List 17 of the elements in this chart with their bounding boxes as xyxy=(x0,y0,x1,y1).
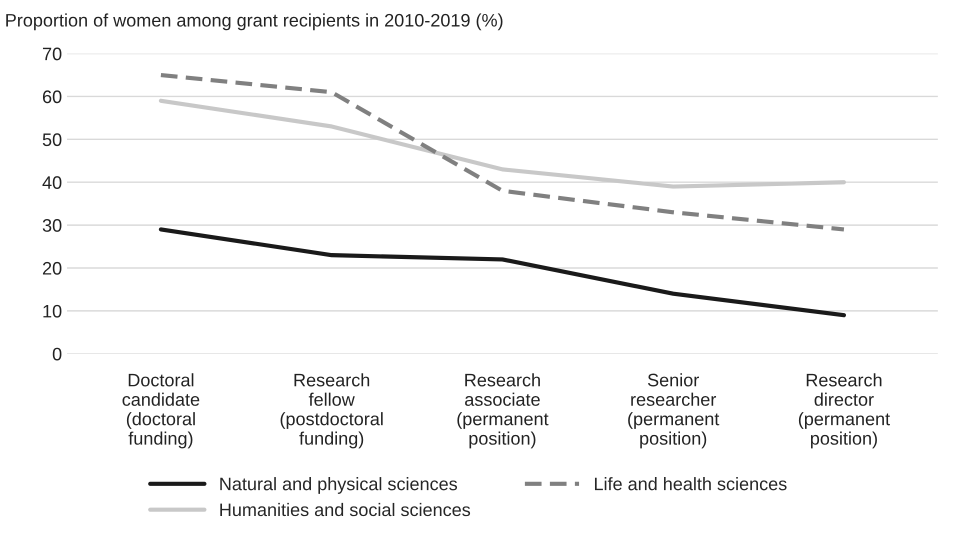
y-tick-label: 30 xyxy=(42,219,62,232)
x-tick-label: Doctoral candidate (doctoral funding) xyxy=(122,373,200,448)
y-tick-label: 50 xyxy=(42,133,62,146)
x-tick-label: Research associate (permanent position) xyxy=(457,373,548,448)
y-tick-label: 20 xyxy=(42,262,62,275)
y-tick-label: 70 xyxy=(42,48,62,60)
legend-label: Life and health sciences xyxy=(594,477,787,490)
x-tick-label: Research director (permanent position) xyxy=(798,373,890,448)
y-tick-label: 40 xyxy=(42,176,62,189)
legend-label: Humanities and social sciences xyxy=(220,502,470,516)
y-tick-label: 0 xyxy=(52,348,62,360)
x-tick-label: Research fellow (postdoctoral funding) xyxy=(280,373,383,448)
y-tick-label: 10 xyxy=(43,304,62,318)
y-tick-label: 60 xyxy=(42,90,62,104)
x-tick-label: Senior researcher (permanent position) xyxy=(628,373,720,448)
chart-title: Proportion of women among grant recipients in 2010-2019 (%) xyxy=(6,13,502,30)
legend-label: Natural and physical sciences xyxy=(220,477,458,494)
